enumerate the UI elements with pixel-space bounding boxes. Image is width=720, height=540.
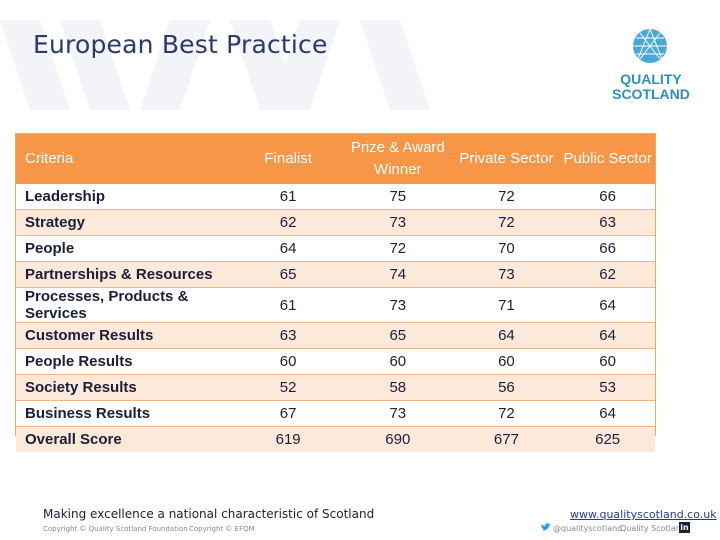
- prize-cell: 75: [342, 184, 453, 210]
- private-cell: 72: [452, 400, 561, 427]
- table-row: Strategy 62 73 72 63: [16, 209, 655, 236]
- logo-line-2: SCOTLAND: [612, 86, 690, 102]
- finalist-cell: 61: [233, 287, 343, 323]
- private-cell: 72: [452, 184, 561, 210]
- finalist-cell: 65: [233, 261, 343, 288]
- prize-cell: 690: [342, 426, 453, 452]
- criteria-cell: Business Results: [16, 400, 234, 427]
- criteria-cell: People: [16, 235, 234, 262]
- table-row: Leadership 61 75 72 66: [16, 184, 655, 210]
- criteria-cell: Leadership: [16, 184, 234, 210]
- finalist-cell: 61: [233, 184, 343, 210]
- header-prize-line-2: Winner: [374, 161, 422, 178]
- table-row: Processes, Products & Services 61 73 71 …: [16, 287, 655, 323]
- table-row: Society Results 52 58 56 53: [16, 374, 655, 401]
- table-row: Customer Results 63 65 64 64: [16, 322, 655, 349]
- header-criteria: Criteria: [16, 134, 234, 184]
- footer-tagline: Making excellence a national characteris…: [43, 507, 375, 521]
- header-prize-line-1: Prize & Award: [350, 139, 445, 156]
- finalist-cell: 60: [233, 348, 343, 375]
- criteria-cell: Society Results: [16, 374, 234, 401]
- logo-line-1: QUALITY: [620, 71, 682, 87]
- copyright-foundation: Copyright © Quality Scotland Foundation: [43, 525, 188, 533]
- linkedin-icon[interactable]: in: [679, 522, 690, 533]
- prize-cell: 60: [342, 348, 453, 375]
- website-link[interactable]: www.qualityscotland.co.uk: [570, 508, 717, 521]
- comparison-table: Criteria Finalist Prize & Award Winner P…: [16, 134, 655, 452]
- finalist-cell: 52: [233, 374, 343, 401]
- public-cell: 64: [560, 322, 655, 349]
- prize-cell: 58: [342, 374, 453, 401]
- twitter-handle[interactable]: @qualityscotland: [553, 524, 623, 533]
- public-cell: 63: [560, 209, 655, 236]
- public-cell: 64: [560, 400, 655, 427]
- table-row: Partnerships & Resources 65 74 73 62: [16, 261, 655, 288]
- quality-scotland-globe-icon: [633, 28, 667, 63]
- finalist-cell: 64: [233, 235, 343, 262]
- prize-cell: 73: [342, 287, 453, 323]
- header-public-sector: Public Sector: [560, 134, 655, 184]
- prize-cell: 65: [342, 322, 453, 349]
- public-cell: 60: [560, 348, 655, 375]
- background-watermark: [0, 20, 430, 110]
- prize-cell: 72: [342, 235, 453, 262]
- quality-scotland-logo: QUALITY SCOTLAND: [606, 24, 696, 104]
- private-cell: 56: [452, 374, 561, 401]
- table-row: Business Results 67 73 72 64: [16, 400, 655, 427]
- public-cell: 62: [560, 261, 655, 288]
- prize-cell: 74: [342, 261, 453, 288]
- table-row: People 64 72 70 66: [16, 235, 655, 262]
- page-title: European Best Practice: [33, 30, 328, 59]
- table-header-row: Criteria Finalist Prize & Award Winner P…: [16, 134, 655, 184]
- copyright-efqm: Copyright © EFQM: [189, 525, 255, 533]
- linkedin-name[interactable]: Quality Scotland: [620, 524, 686, 533]
- prize-cell: 73: [342, 209, 453, 236]
- public-cell: 64: [560, 287, 655, 323]
- private-cell: 677: [452, 426, 561, 452]
- finalist-cell: 67: [233, 400, 343, 427]
- criteria-cell: Overall Score: [16, 426, 234, 452]
- twitter-icon[interactable]: [541, 523, 551, 532]
- private-cell: 64: [452, 322, 561, 349]
- private-cell: 70: [452, 235, 561, 262]
- header-private-sector: Private Sector: [452, 134, 561, 184]
- private-cell: 72: [452, 209, 561, 236]
- table-row-overall: Overall Score 619 690 677 625: [16, 426, 655, 452]
- header-prize-award-winner: Prize & Award Winner: [342, 134, 453, 184]
- public-cell: 66: [560, 184, 655, 210]
- private-cell: 73: [452, 261, 561, 288]
- criteria-cell: Customer Results: [16, 322, 234, 349]
- table-row: People Results 60 60 60 60: [16, 348, 655, 375]
- comparison-table-frame: Criteria Finalist Prize & Award Winner P…: [15, 133, 656, 452]
- criteria-cell: Strategy: [16, 209, 234, 236]
- criteria-cell: Processes, Products & Services: [16, 287, 234, 323]
- private-cell: 71: [452, 287, 561, 323]
- finalist-cell: 63: [233, 322, 343, 349]
- private-cell: 60: [452, 348, 561, 375]
- finalist-cell: 62: [233, 209, 343, 236]
- public-cell: 53: [560, 374, 655, 401]
- public-cell: 625: [560, 426, 655, 452]
- finalist-cell: 619: [233, 426, 343, 452]
- header-finalist: Finalist: [233, 134, 343, 184]
- criteria-cell: People Results: [16, 348, 234, 375]
- criteria-cell: Partnerships & Resources: [16, 261, 234, 288]
- prize-cell: 73: [342, 400, 453, 427]
- public-cell: 66: [560, 235, 655, 262]
